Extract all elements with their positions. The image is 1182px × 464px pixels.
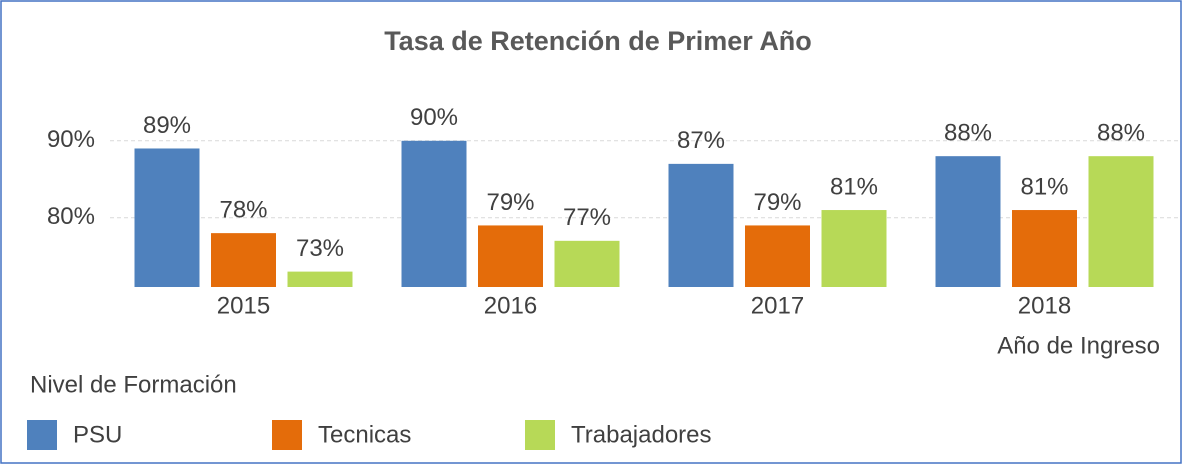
bar [211, 233, 276, 287]
bar [1088, 156, 1154, 287]
x-tick-label: 2017 [751, 292, 804, 319]
bar [478, 225, 543, 287]
data-label: 79% [486, 189, 534, 216]
data-label: 73% [296, 235, 344, 262]
bar [401, 140, 467, 287]
legend-label: Tecnicas [318, 421, 411, 448]
data-label: 88% [1097, 120, 1145, 147]
data-label: 81% [1020, 173, 1068, 200]
bar [287, 271, 353, 287]
data-label: 78% [219, 196, 267, 223]
legend-label: PSU [73, 421, 122, 448]
bar [134, 148, 200, 287]
data-label: 81% [830, 173, 878, 200]
data-label: 87% [677, 127, 725, 154]
x-tick-label: 2016 [484, 292, 537, 319]
bar [554, 240, 620, 287]
legend-title: Nivel de Formación [30, 371, 237, 398]
data-label: 77% [563, 204, 611, 231]
data-label: 79% [753, 189, 801, 216]
legend-swatch [27, 420, 57, 450]
bar [668, 163, 734, 287]
bar [745, 225, 810, 287]
y-tick-label: 90% [47, 126, 95, 153]
chart-title: Tasa de Retención de Primer Año [384, 26, 812, 56]
x-axis-label: Año de Ingreso [997, 332, 1160, 359]
data-label: 88% [944, 120, 992, 147]
legend-swatch [525, 420, 555, 450]
x-tick-label: 2018 [1018, 292, 1071, 319]
legend-swatch [272, 420, 302, 450]
bar [821, 210, 887, 287]
data-label: 89% [143, 112, 191, 139]
legend-label: Trabajadores [571, 421, 712, 448]
x-tick-label: 2015 [217, 292, 270, 319]
data-label: 90% [410, 104, 458, 131]
bar [1012, 210, 1077, 287]
bar [935, 156, 1001, 287]
y-tick-label: 80% [47, 203, 95, 230]
